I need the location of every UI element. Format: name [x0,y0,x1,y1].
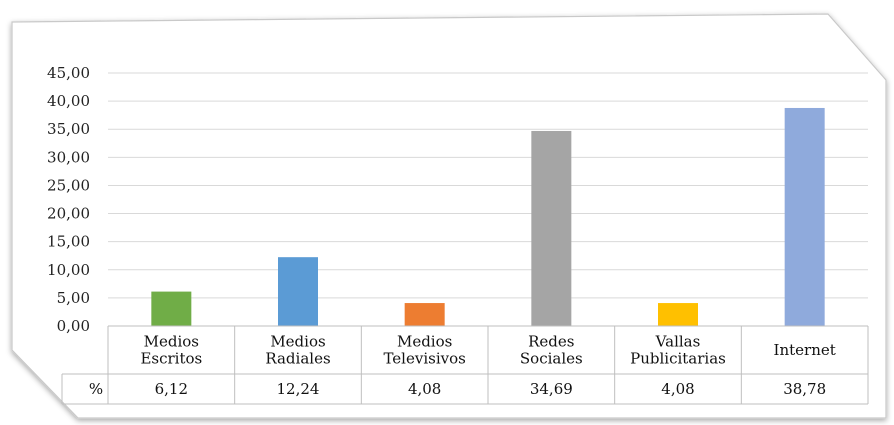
category-label: Internet [774,341,836,359]
bar [784,107,825,327]
y-axis-ticks: 0,00 5,00 10,00 15,00 20,00 25,00 30,00 35,00 40… [47,64,90,335]
category-label: Publicitarias [630,350,726,368]
bar [531,130,572,326]
category-label: Televisivos [383,350,465,368]
y-tick-label: 45,00 [47,64,90,82]
category-label: Escritos [140,350,202,368]
value-label: 6,12 [155,380,188,398]
category-label: Medios [397,333,452,351]
y-tick-label: 40,00 [47,92,90,110]
bar [278,257,318,326]
bars [151,107,825,327]
category-label: Radiales [265,350,330,368]
category-label: Medios [144,333,199,351]
y-tick-label: 20,00 [47,205,90,223]
value-label: 38,78 [783,380,826,398]
bar [404,303,445,326]
y-tick-label: 35,00 [47,120,90,138]
value-label: 12,24 [277,380,320,398]
data-table: %MediosEscritos6,12MediosRadiales12,24Me… [61,325,869,405]
bar [151,291,192,326]
table-row-label: % [89,380,103,398]
bar [658,303,698,326]
gridlines [108,72,868,327]
y-tick-label: 10,00 [47,261,90,279]
category-label: Medios [270,333,325,351]
category-label: Sociales [520,350,583,368]
y-tick-label: 15,00 [47,233,90,251]
y-tick-label: 30,00 [47,148,90,166]
category-label: Redes [528,333,574,351]
category-label: Vallas [655,333,701,351]
value-label: 34,69 [530,380,573,398]
y-tick-label: 0,00 [57,317,90,335]
y-tick-label: 5,00 [57,289,90,307]
value-label: 4,08 [408,380,441,398]
y-tick-label: 25,00 [47,176,90,194]
value-label: 4,08 [661,380,694,398]
